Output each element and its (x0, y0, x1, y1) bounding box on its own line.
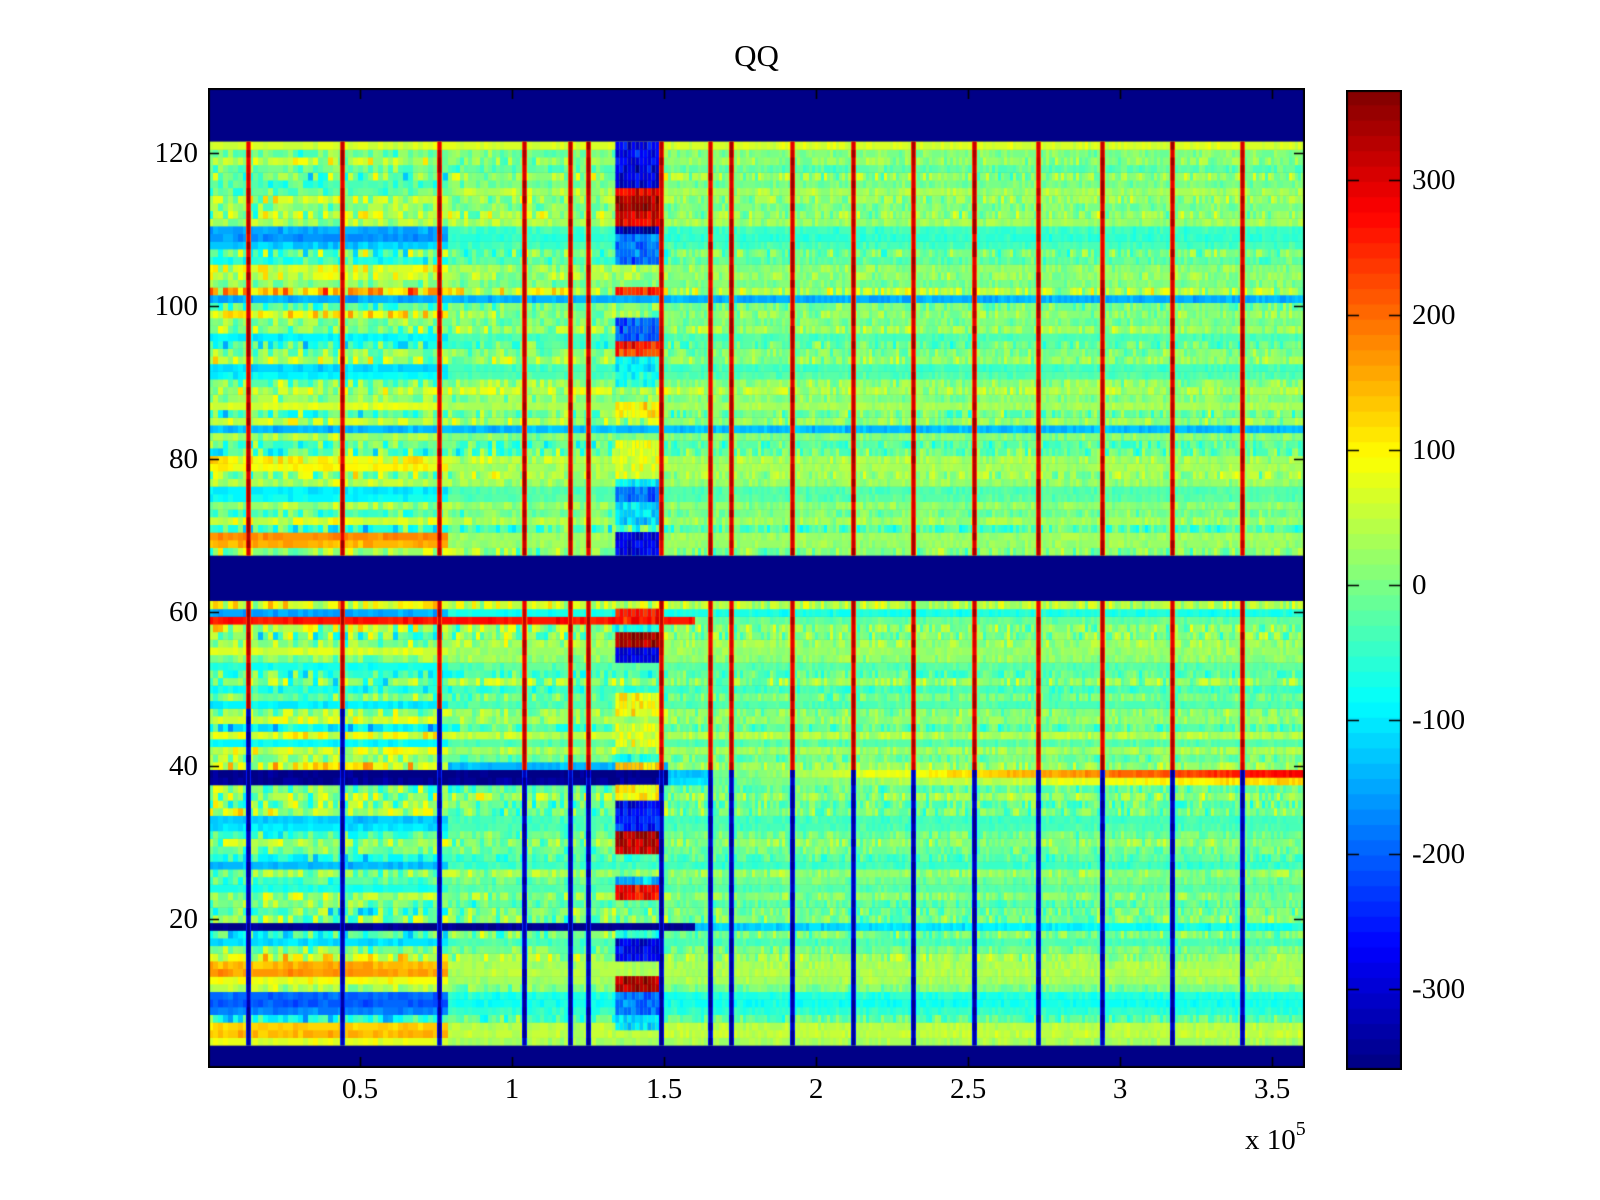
colorbar-tick-label: -100 (1412, 703, 1466, 736)
colorbar-tick-label: 300 (1412, 164, 1456, 197)
x-tick-label: 3.5 (1254, 1073, 1291, 1105)
colorbar-tick-label: 0 (1412, 568, 1427, 601)
x-axis-multiplier: x 105 (1245, 1114, 1306, 1155)
y-tick-label: 100 (154, 290, 199, 323)
x-tick-label: 1 (504, 1073, 520, 1105)
x-axis-multiplier-base: x 10 (1245, 1124, 1296, 1156)
colorbar-tick-label: -200 (1412, 838, 1466, 871)
colorbar-canvas (1346, 90, 1402, 1070)
y-tick-label: 60 (169, 596, 198, 629)
y-tick-label: 20 (169, 902, 198, 935)
x-axis-multiplier-exponent: 5 (1295, 1118, 1306, 1140)
x-tick-label: 2 (808, 1073, 824, 1105)
plot-title: QQ (734, 38, 779, 73)
colorbar-tick-label: 100 (1412, 433, 1456, 466)
colorbar-tick-label: -300 (1412, 973, 1466, 1006)
colorbar-tick-label: 200 (1412, 299, 1456, 332)
x-tick-label: 3 (1112, 1073, 1128, 1105)
y-tick-label: 120 (154, 137, 199, 170)
x-tick-label: 2.5 (949, 1073, 987, 1105)
y-tick-label: 40 (169, 749, 198, 782)
heatmap-canvas (208, 88, 1305, 1068)
y-tick-label: 80 (169, 443, 198, 476)
x-tick-label: 1.5 (645, 1073, 683, 1105)
x-tick-label: 0.5 (341, 1073, 379, 1105)
